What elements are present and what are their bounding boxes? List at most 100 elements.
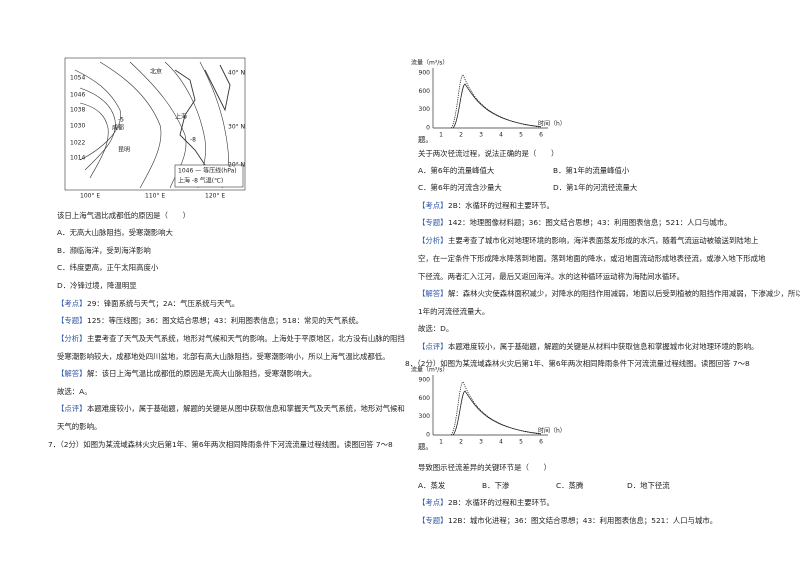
temp-label: -8 xyxy=(190,137,196,144)
x-axis-label: 时间（h） xyxy=(538,120,566,128)
text: 故选：D。 xyxy=(418,324,454,333)
text: C．蒸腾 xyxy=(556,481,584,490)
text: 解：森林火灾使森林面积减少，对降水的阻挡作用减弱，地面以后受到植被的阻挡作用减弱… xyxy=(448,289,800,298)
x-axis-label: 时间（h） xyxy=(538,427,566,435)
text: D．地下径流 xyxy=(627,481,670,490)
x-tick-label: 4 xyxy=(499,439,503,446)
text: 2B：水循环的过程和主要环节。 xyxy=(448,201,554,210)
isobar-label: 1046 xyxy=(70,92,85,99)
coastline xyxy=(204,64,231,112)
text: 本题难度较小，属于基础题，解题的关键是从图中获取信息和掌握天气及天气系统，地形对… xyxy=(87,404,405,413)
isobar xyxy=(79,102,109,179)
map-frame xyxy=(64,57,246,191)
text: 题。 xyxy=(418,442,433,451)
text: 【点评】 xyxy=(57,404,87,413)
text: 12B：城市化进程；36：图文结合思想；43：利用图表信息；521：人口与城市。 xyxy=(448,516,718,525)
lat-label: 20° N xyxy=(228,162,245,169)
text: 【考点】 xyxy=(418,201,448,210)
y-tick-label: 900 xyxy=(419,70,431,77)
text: 【分析】 xyxy=(418,236,448,245)
x-tick-label: 6 xyxy=(539,132,543,139)
flow-graph: 流量（m³/s） 900 600 300 0 1 2 3 4 5 6 时间（h） xyxy=(411,366,566,446)
text: B．第1年的流量峰值小 xyxy=(553,166,630,175)
text: 2B：水循环的过程和主要环节。 xyxy=(448,498,554,507)
text: 题。 xyxy=(418,135,433,144)
text: D．第1年的河流径流量大 xyxy=(553,183,638,192)
text: A．蒸发 xyxy=(418,481,446,490)
text: A．第6年的流量峰值大 xyxy=(418,166,495,175)
y-axis-label: 流量（m³/s） xyxy=(411,366,448,374)
text: 【分析】 xyxy=(57,334,87,343)
y-tick-label: 300 xyxy=(419,106,431,113)
coastline xyxy=(174,69,206,166)
map xyxy=(64,57,246,191)
x-tick-label: 2 xyxy=(459,132,463,139)
text: B．下渗 xyxy=(482,481,510,490)
y-tick-label: 900 xyxy=(419,377,431,384)
x-tick-label: 6 xyxy=(539,439,543,446)
x-tick-label: 5 xyxy=(519,132,523,139)
text: 本题难度较小，属于基础题，解题的关键是从材料中获取信息和掌握城市化对地理环境的影… xyxy=(448,342,759,351)
x-tick-label: 3 xyxy=(479,439,483,446)
text: 1年的河流径流量大。 xyxy=(418,306,490,316)
text: 【专题】 xyxy=(57,316,87,325)
temp-label: -5 xyxy=(118,117,124,124)
lon-label: 120° E xyxy=(205,193,225,200)
y-tick-label: 300 xyxy=(419,413,431,420)
legend-text: 1046 — 等压线(hPa) xyxy=(178,167,237,175)
text: 天气的影响。 xyxy=(57,421,102,431)
text: 该日上海气温比成都低的原因是（ ） xyxy=(57,211,191,220)
text: 【考点】 xyxy=(57,299,87,308)
text: 29：锋面系统与天气；2A：气压系统与天气。 xyxy=(87,299,240,308)
city-label: 昆明 xyxy=(118,147,130,154)
lat-label: 30° N xyxy=(228,124,245,131)
text: 关于两次径流过程，说法正确的是（ ） xyxy=(418,149,559,158)
y-tick-label: 0 xyxy=(426,432,430,439)
text: 主要考查了城市化对地理环境的影响，海洋表面蒸发形成的水汽，随着气流运动被输送到陆… xyxy=(448,236,759,245)
text: C．纬度更高，正午太阳高度小 xyxy=(57,263,159,273)
y-tick-label: 0 xyxy=(426,125,430,132)
curve-year1 xyxy=(450,381,542,436)
lon-label: 100° E xyxy=(80,193,100,200)
text: 故选：A。 xyxy=(57,387,92,396)
map-legend xyxy=(174,164,244,188)
lon-label: 110° E xyxy=(145,193,165,200)
isobar-label: 1030 xyxy=(70,123,85,130)
text: 解：该日上海气温比成都低的原因是无高大山脉阻挡，受寒潮影响大。 xyxy=(87,369,317,378)
x-tick-label: 1 xyxy=(439,439,443,446)
isobar-label: 1054 xyxy=(70,75,85,82)
text: C．第6年的河流含沙量大 xyxy=(418,183,502,192)
text: 【专题】 xyxy=(418,218,448,227)
text: 【专题】 xyxy=(418,516,448,525)
x-tick-label: 2 xyxy=(459,439,463,446)
text: 【解答】 xyxy=(418,289,448,298)
y-tick-label: 600 xyxy=(419,88,431,95)
text: B．濒临海洋，受到海洋影响 xyxy=(57,245,151,255)
city-label: 成都 xyxy=(112,124,124,132)
flow-graph: 流量（m³/s） 900 600 300 0 1 2 3 4 5 6 时间（h） xyxy=(411,59,566,139)
isobar-label: 1014 xyxy=(70,155,85,162)
city-label: 上海 xyxy=(175,113,187,121)
y-axis-label: 流量（m³/s） xyxy=(411,59,448,67)
text: 【考点】 xyxy=(418,498,448,507)
x-tick-label: 1 xyxy=(439,132,443,139)
curve-year1 xyxy=(450,74,542,129)
curve-year6 xyxy=(452,390,542,436)
x-tick-label: 3 xyxy=(479,132,483,139)
isobar xyxy=(74,69,121,161)
text: 142：地理图像材料题；36：图文结合思想；43：利用图表信息；521：人口与城… xyxy=(448,218,732,227)
y-tick-label: 600 xyxy=(419,395,431,402)
x-tick-label: 4 xyxy=(499,132,503,139)
text: 空，在一定条件下形成降水降落到地面。落到地面的降水，或沿地面流动形成地表径流，或… xyxy=(418,253,766,263)
text: 下径流。两者汇入江河，最后又返回海洋。水的这种循环运动称为海陆间水循环。 xyxy=(418,271,685,281)
text: 7．（2分）如图为某流域森林火灾后第1年、第6年两次相同降雨条件下河流流量过程线… xyxy=(48,440,393,449)
lat-label: 40° N xyxy=(228,70,245,77)
isobar-label: 1038 xyxy=(70,107,85,114)
legend-text: 上海 -8 气温(℃) xyxy=(178,177,223,185)
curve-year6 xyxy=(452,83,542,129)
text: 【解答】 xyxy=(57,369,87,378)
text: 【点评】 xyxy=(418,342,448,351)
text: A．无高大山脉阻挡，受寒潮影响大 xyxy=(57,228,173,237)
